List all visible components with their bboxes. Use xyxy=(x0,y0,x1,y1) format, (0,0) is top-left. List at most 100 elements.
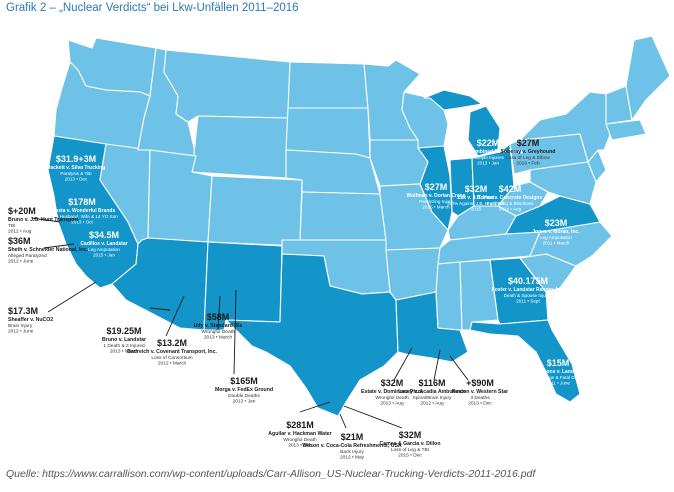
verdict-date: 2012 • March xyxy=(158,361,187,367)
verdict-amount: +$90M xyxy=(466,378,494,388)
pointer-ca4 xyxy=(43,243,75,249)
verdict-detail: TBI xyxy=(8,223,15,229)
verdict-case: Wolfman v. Dorian Crane xyxy=(407,193,466,199)
verdict-amount: $27M xyxy=(517,138,540,148)
verdict-amount: $23M xyxy=(545,218,568,228)
verdict-amount: $34.5M xyxy=(89,230,119,240)
verdict-case: Jones v. Moran, Inc. xyxy=(532,229,580,235)
verdict-detail: Leg Amputation xyxy=(540,235,572,240)
verdict-date: 2012 • May xyxy=(340,455,365,461)
verdict-amount: $165M xyxy=(230,376,258,386)
pointer-az1 xyxy=(149,307,171,311)
verdict-date: 2011 • June xyxy=(546,381,570,386)
state-mississippi xyxy=(435,261,463,331)
verdict-amount: $13.2M xyxy=(157,338,187,348)
verdict-case: Badreich v. Covenant Transport, Inc. xyxy=(127,349,217,355)
pointer-la2 xyxy=(433,349,441,381)
verdict-amount: $31.9+3M xyxy=(56,154,96,164)
verdict-case: Udy v. Standard Bls xyxy=(194,323,243,329)
verdict-case: Sheaffer v. NuCO2 xyxy=(8,317,53,323)
verdict-date: 2015 • March xyxy=(422,205,450,210)
verdict-date: 2013 • Dec xyxy=(468,401,492,407)
state-massachusetts xyxy=(605,119,647,141)
verdict-detail: Paralyzing Injury xyxy=(419,199,454,204)
pointer-nm2 xyxy=(233,289,237,375)
pointer-la3 xyxy=(449,355,469,381)
verdict-date: 2012 • June xyxy=(8,329,34,335)
verdict-amount: $42M xyxy=(499,184,522,194)
verdict-case: Soberay v. Greyhound xyxy=(501,149,556,155)
state-florida xyxy=(469,319,581,403)
verdict-detail: 1 Death & 3 Injured xyxy=(103,343,145,349)
pointer-ca6 xyxy=(47,281,97,313)
verdict-detail: Leg Amputation xyxy=(88,247,120,252)
verdict-amount: $17.3M xyxy=(8,306,38,316)
verdict-case: Holt v. Combined Ports Group xyxy=(452,149,523,155)
state-arkansas xyxy=(385,247,441,301)
verdict-amount: $32M xyxy=(465,184,488,194)
verdict-date: 2011 • Sept xyxy=(516,299,540,304)
verdict-detail: Lost Wage & Fatal Death xyxy=(532,375,584,380)
verdict-case: Aguilar v. Hackman Water xyxy=(268,431,331,437)
verdict-case: Torres v. Concrete Designs xyxy=(478,195,542,201)
pointer-tx3 xyxy=(343,405,403,429)
verdict-detail: Loss of Leg & Elbow xyxy=(506,155,550,161)
verdict-detail: Wrongful Death xyxy=(283,437,317,443)
verdict-detail: Brain Injury xyxy=(8,323,33,329)
verdict-case: Keaton v. Western Star xyxy=(452,389,508,395)
verdict-date: 2012 • Aug xyxy=(8,229,32,235)
verdict-amount: $32M xyxy=(381,378,404,388)
state-maine xyxy=(625,35,671,121)
verdict-detail: 3 Deaths xyxy=(470,395,490,401)
verdict-amount: $21M xyxy=(341,432,364,442)
verdict-amount: $178M xyxy=(68,197,96,207)
verdict-detail: Multiple Injuries xyxy=(472,155,505,160)
verdict-date: 2013 • Dec xyxy=(288,443,312,449)
state-wyoming xyxy=(191,115,289,179)
verdict-detail: Loss of Leg & TBI xyxy=(391,447,429,453)
verdict-date: 2013 • Dec xyxy=(65,177,88,182)
verdict-date: 2012 • Aug xyxy=(420,401,444,407)
pointer-nm1 xyxy=(217,295,221,331)
verdict-date: 2011 • March xyxy=(543,241,570,246)
verdict-case: Hackett v. Silva Trucking xyxy=(47,165,106,171)
verdict-amount: $19.25M xyxy=(106,326,141,336)
verdict-date: 2015 xyxy=(471,207,482,212)
verdict-case: Sheth v. Schneider National, Inc. xyxy=(8,247,89,253)
state-michigan xyxy=(467,105,501,157)
verdict-amount: $281M xyxy=(286,420,314,430)
pointer-az2 xyxy=(165,295,185,337)
state-north-dakota xyxy=(287,61,369,109)
pointer-tx2 xyxy=(339,413,347,429)
verdict-detail: Paralysis & TBI xyxy=(60,171,91,176)
verdict-case: Morga v. FedEx Ground xyxy=(215,387,273,393)
verdict-case: Bruno v. J.B. Hunt Transport xyxy=(8,217,78,223)
verdict-amount: $22M xyxy=(477,138,500,148)
verdict-date: 2014 • Aug xyxy=(499,207,522,212)
verdict-amount: $32M xyxy=(399,430,422,440)
verdict-date: 2015 • Jan xyxy=(93,253,115,258)
page-title: Grafik 2 – „Nuclear Verdicts“ bei Lkw-Un… xyxy=(6,2,299,14)
verdict-amount: $+20M xyxy=(8,206,36,216)
verdict-date: 2015 • Dec xyxy=(398,453,422,459)
state-michigan-upper xyxy=(423,89,483,111)
verdict-detail: (60% Against J.B. Hunt) TBI xyxy=(447,201,504,206)
